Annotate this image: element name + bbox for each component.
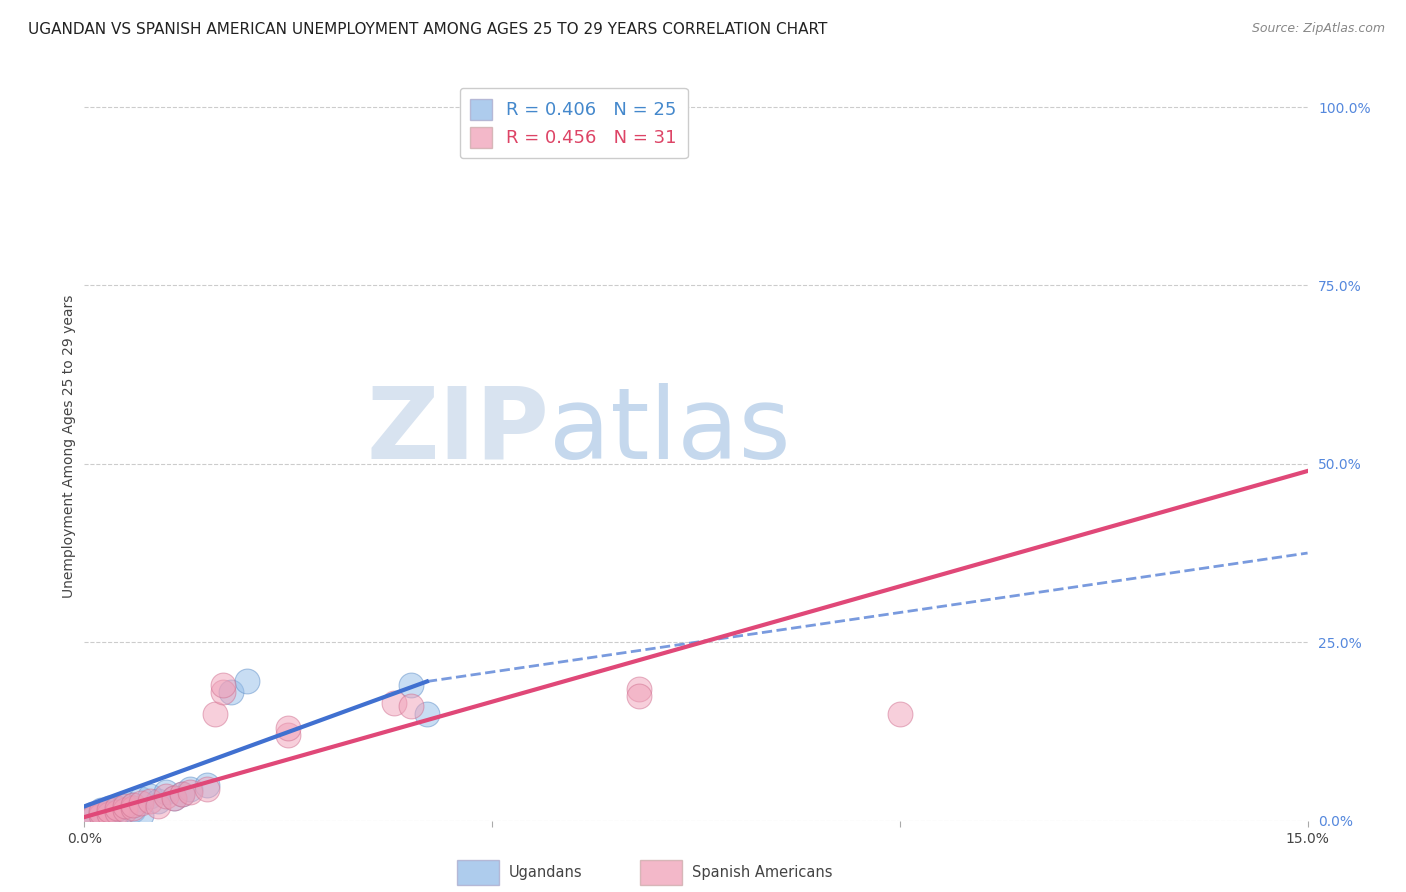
Point bbox=[90, 808, 112, 822]
Text: Spanish Americans: Spanish Americans bbox=[692, 865, 832, 880]
Point bbox=[105, 805, 128, 819]
Point bbox=[114, 799, 136, 814]
Point bbox=[399, 699, 422, 714]
Point bbox=[97, 806, 120, 821]
Point bbox=[114, 796, 136, 810]
Point bbox=[195, 778, 218, 792]
Point bbox=[195, 781, 218, 796]
Point bbox=[90, 805, 112, 819]
Point bbox=[212, 685, 235, 699]
Point bbox=[131, 796, 153, 810]
Point bbox=[122, 797, 145, 812]
Text: atlas: atlas bbox=[550, 383, 790, 480]
Point bbox=[644, 100, 666, 114]
Point bbox=[277, 728, 299, 742]
Point bbox=[138, 794, 160, 808]
Point bbox=[382, 696, 405, 710]
Point bbox=[277, 721, 299, 735]
Point bbox=[105, 806, 128, 821]
Text: Ugandans: Ugandans bbox=[509, 865, 582, 880]
Point bbox=[399, 678, 422, 692]
Point bbox=[97, 801, 120, 815]
Point bbox=[97, 805, 120, 819]
Point bbox=[82, 810, 104, 824]
Point bbox=[105, 802, 128, 816]
Point bbox=[204, 706, 226, 721]
Point bbox=[114, 799, 136, 814]
Point bbox=[163, 790, 186, 805]
Point bbox=[179, 781, 201, 796]
Point bbox=[155, 785, 177, 799]
Point bbox=[138, 789, 160, 803]
Legend: R = 0.406   N = 25, R = 0.456   N = 31: R = 0.406 N = 25, R = 0.456 N = 31 bbox=[460, 88, 688, 159]
Point bbox=[416, 706, 439, 721]
Text: Source: ZipAtlas.com: Source: ZipAtlas.com bbox=[1251, 22, 1385, 36]
Point bbox=[889, 706, 911, 721]
Point bbox=[122, 801, 145, 815]
Point bbox=[219, 685, 242, 699]
Text: ZIP: ZIP bbox=[367, 383, 550, 480]
Point bbox=[172, 787, 194, 801]
Point bbox=[82, 806, 104, 821]
Point bbox=[627, 689, 650, 703]
Point bbox=[90, 803, 112, 817]
Text: UGANDAN VS SPANISH AMERICAN UNEMPLOYMENT AMONG AGES 25 TO 29 YEARS CORRELATION C: UGANDAN VS SPANISH AMERICAN UNEMPLOYMENT… bbox=[28, 22, 828, 37]
Point bbox=[172, 787, 194, 801]
Point bbox=[146, 794, 169, 808]
Point bbox=[179, 785, 201, 799]
Point bbox=[82, 812, 104, 826]
Point bbox=[163, 790, 186, 805]
Point bbox=[122, 797, 145, 812]
Point bbox=[155, 789, 177, 803]
Point bbox=[105, 801, 128, 815]
Point bbox=[212, 678, 235, 692]
Y-axis label: Unemployment Among Ages 25 to 29 years: Unemployment Among Ages 25 to 29 years bbox=[62, 294, 76, 598]
Point bbox=[114, 803, 136, 817]
Point bbox=[97, 803, 120, 817]
Point bbox=[131, 792, 153, 806]
Point bbox=[131, 808, 153, 822]
Point bbox=[146, 799, 169, 814]
Point bbox=[90, 808, 112, 822]
Point bbox=[236, 674, 259, 689]
Point bbox=[122, 803, 145, 817]
Point bbox=[82, 810, 104, 824]
Point bbox=[627, 681, 650, 696]
